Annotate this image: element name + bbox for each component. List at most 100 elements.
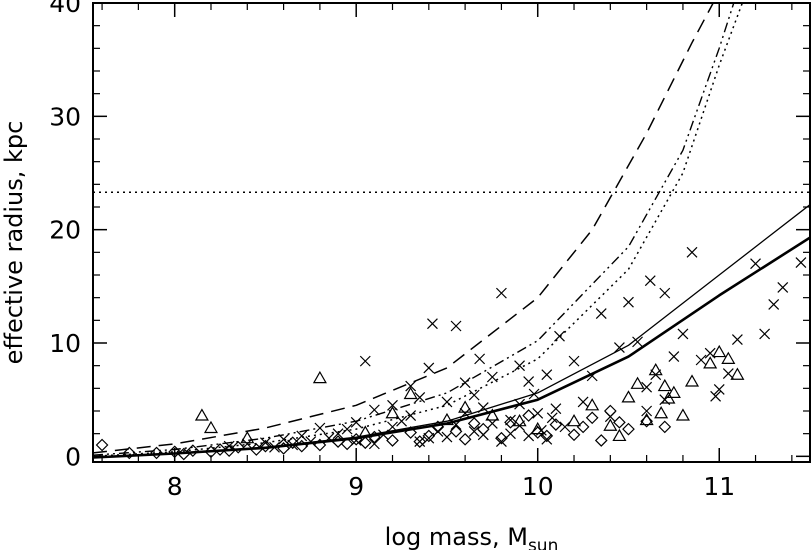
data-point-cross (668, 351, 680, 363)
data-point-triangle (194, 408, 209, 421)
data-point-cross (423, 362, 435, 374)
data-point-cross (427, 318, 438, 330)
data-point-diamond (585, 411, 599, 425)
x-axis-label-main: log mass, M (385, 523, 528, 550)
data-point-cross (550, 403, 562, 415)
data-point-diamond (349, 432, 363, 446)
data-point-cross (568, 355, 580, 367)
data-point-cross (546, 412, 558, 424)
data-point-cross (387, 421, 398, 433)
data-point-cross (432, 425, 444, 437)
data-point-cross (405, 380, 417, 392)
data-point-triangle (666, 385, 681, 398)
data-point-diamond (522, 409, 535, 422)
data-point-triangle (385, 406, 400, 419)
data-point-cross (332, 428, 344, 440)
data-point-diamond (95, 438, 109, 452)
data-point-diamond (386, 434, 399, 447)
data-point-diamond (413, 435, 427, 448)
data-point-cross (414, 436, 426, 448)
x-tick-label: 10 (522, 472, 554, 501)
model-curve-dash-dot-dot (93, 3, 735, 456)
data-point-triangle (648, 362, 663, 376)
data-point-cross (541, 369, 553, 381)
data-point-cross (474, 353, 486, 365)
data-point-diamond (358, 436, 372, 450)
data-point-triangle (654, 406, 669, 419)
data-point-cross (450, 419, 462, 431)
data-point-cross (468, 425, 480, 437)
plot-frame (92, 2, 811, 463)
data-point-cross (359, 355, 371, 367)
data-point-cross (405, 410, 417, 421)
data-point-cross (387, 399, 398, 411)
data-point-diamond (576, 420, 590, 434)
data-point-cross (505, 428, 516, 440)
data-point-diamond (186, 444, 200, 458)
data-point-cross (686, 246, 698, 258)
data-point-cross (641, 405, 653, 417)
data-point-diamond (476, 422, 490, 436)
data-point-cross (777, 282, 789, 293)
y-tick-label: 0 (65, 442, 81, 471)
data-point-triangle (585, 398, 600, 411)
data-point-cross (350, 416, 362, 428)
data-point-diamond (313, 438, 327, 452)
data-point-triangle (630, 376, 645, 389)
data-point-diamond (422, 429, 436, 443)
data-point-diamond (150, 446, 163, 460)
data-point-diamond (658, 420, 672, 434)
data-point-triangle (566, 413, 582, 427)
data-point-triangle (203, 420, 219, 434)
data-point-diamond (231, 440, 245, 454)
data-point-triangle (703, 356, 718, 369)
data-point-diamond (259, 439, 272, 453)
data-point-diamond (122, 446, 136, 460)
data-point-cross (532, 407, 544, 419)
data-point-diamond (250, 443, 263, 456)
data-point-cross (441, 431, 453, 443)
data-point-triangle (603, 418, 618, 431)
data-point-cross (514, 360, 525, 372)
data-point-cross (523, 376, 535, 387)
data-point-cross (296, 430, 308, 442)
data-point-cross (495, 436, 507, 448)
data-point-triangle (712, 344, 727, 358)
data-points (95, 246, 807, 461)
data-point-diamond (277, 442, 290, 455)
data-point-diamond (531, 426, 545, 439)
data-point-cross (441, 396, 453, 408)
data-point-diamond (431, 420, 445, 434)
data-point-cross (559, 421, 571, 433)
data-point-diamond (368, 430, 381, 444)
data-point-cross (768, 299, 780, 310)
data-point-cross (341, 423, 353, 435)
data-point-diamond (449, 425, 463, 438)
data-point-cross (795, 257, 807, 268)
data-point-diamond (495, 431, 508, 445)
data-point-cross (632, 336, 643, 348)
data-point-diamond (640, 414, 653, 428)
data-point-cross (695, 354, 707, 366)
data-point-cross (759, 328, 771, 340)
data-point-cross (750, 258, 761, 270)
data-point-cross (450, 320, 462, 332)
y-tick-label: 10 (49, 329, 81, 358)
data-point-diamond (594, 434, 608, 447)
y-axis-label: effective radius, kpc (0, 121, 28, 365)
y-tick-label: 20 (49, 216, 81, 245)
data-point-cross (731, 334, 743, 346)
data-point-cross (641, 381, 653, 393)
x-axis-label: log mass, Msun (385, 523, 559, 550)
x-tick-label: 9 (348, 472, 364, 501)
data-point-triangle (730, 367, 745, 380)
data-point-cross (468, 389, 480, 401)
data-point-triangle (530, 421, 545, 435)
data-point-diamond (213, 443, 227, 456)
data-point-cross (713, 384, 725, 395)
data-point-cross (459, 407, 471, 419)
data-point-cross (486, 371, 498, 383)
data-point-cross (459, 377, 471, 389)
data-point-diamond (177, 447, 191, 461)
